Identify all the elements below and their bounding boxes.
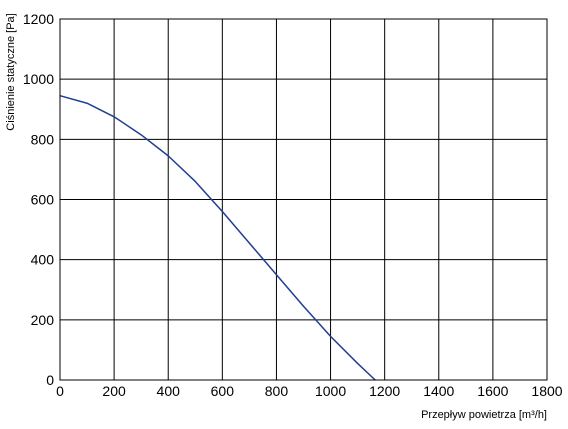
x-tick-label: 0 [56,383,64,399]
x-axis-title: Przepływ powietrza [m³/h] [421,409,547,421]
x-tick-label: 800 [265,383,289,399]
series-line [59,94,376,381]
x-tick-label: 1000 [315,383,346,399]
y-axis-title: Ciśnienie statyczne [Pa] [5,13,17,130]
y-tick-label: 0 [46,372,54,388]
y-tick-labels: 0 200 400 600 800 1000 1200 [23,11,54,388]
y-tick-label: 200 [31,312,55,328]
x-tick-label: 400 [157,383,181,399]
x-tick-label: 600 [211,383,235,399]
x-tick-label: 1200 [369,383,400,399]
y-tick-label: 600 [31,192,55,208]
x-tick-label: 1400 [423,383,454,399]
y-tick-label: 1200 [23,11,54,27]
series-curves [59,94,376,381]
x-tick-label: 1800 [531,383,562,399]
plot-frame [59,18,548,381]
x-tick-labels: 0 200 400 600 800 1000 1200 1400 1600 1800 [56,383,563,399]
x-tick-label: 1600 [477,383,508,399]
y-tick-label: 1000 [23,71,54,87]
y-tick-label: 800 [31,131,55,147]
y-tick-label: 400 [31,252,55,268]
x-tick-label: 200 [102,383,126,399]
